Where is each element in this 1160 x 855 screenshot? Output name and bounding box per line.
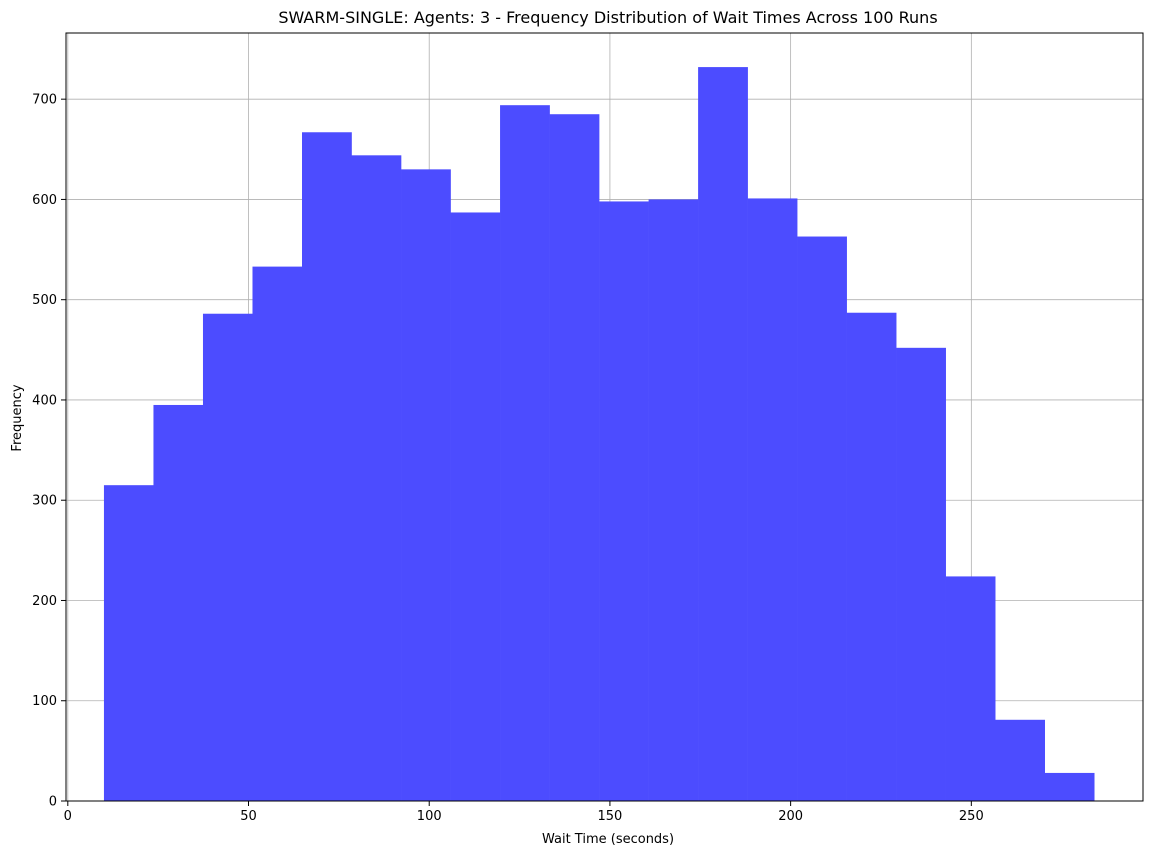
y-axis-label: Frequency: [10, 384, 25, 451]
histogram-bar: [549, 114, 600, 801]
x-tick-label: 150: [598, 809, 623, 824]
y-tick-label: 600: [32, 193, 57, 208]
x-tick-label: 100: [417, 809, 442, 824]
histogram-bar: [252, 266, 303, 801]
y-tick-label: 300: [32, 494, 57, 509]
y-axis-ticks: 0 100 200 300 400 500 600 700: [32, 93, 66, 810]
histogram-bar: [945, 576, 996, 801]
x-tick-label: 250: [959, 809, 984, 824]
histogram-bar: [846, 312, 897, 801]
y-tick-label: 0: [49, 795, 57, 810]
histogram-bars: [103, 67, 1095, 802]
histogram-bar: [896, 347, 946, 801]
y-tick-label: 500: [32, 293, 57, 308]
histogram-bar: [450, 212, 501, 802]
histogram-bar: [202, 313, 253, 801]
histogram-bar: [103, 485, 154, 801]
plot-area-frame: [65, 32, 1144, 802]
y-tick-label: 200: [32, 594, 57, 609]
y-tick-label: 700: [32, 93, 57, 108]
x-axis-ticks: 0 50 100 150 200 250: [64, 801, 984, 824]
y-tick-label: 400: [32, 393, 57, 408]
x-tick-label: 0: [64, 809, 72, 824]
histogram-bar: [797, 236, 847, 801]
histogram-bar: [153, 404, 204, 801]
x-tick-label: 50: [240, 809, 257, 824]
histogram-bar: [698, 67, 748, 802]
x-axis-label: Wait Time (seconds): [542, 832, 674, 847]
histogram-bar: [401, 169, 451, 801]
histogram-bar: [995, 719, 1045, 801]
histogram-bar: [351, 155, 402, 801]
histogram-bar: [599, 201, 649, 801]
y-tick-label: 100: [32, 694, 57, 709]
histogram-bar: [500, 105, 550, 801]
histogram-bar: [648, 199, 699, 802]
x-tick-label: 200: [778, 809, 803, 824]
chart-title: SWARM-SINGLE: Agents: 3 - Frequency Dist…: [278, 8, 937, 27]
histogram-bar: [747, 198, 798, 802]
histogram-bar: [302, 132, 352, 801]
histogram-bar: [1044, 772, 1095, 801]
